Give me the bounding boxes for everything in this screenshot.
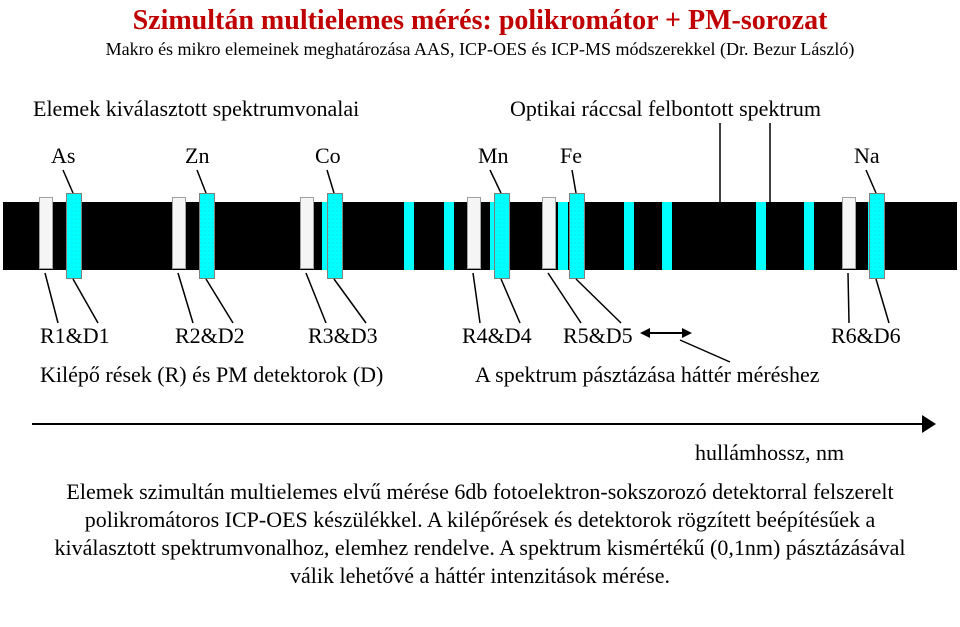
detector-assembly — [39, 193, 85, 279]
rd-label: R1&D1 — [40, 323, 110, 349]
slit-plate — [172, 197, 186, 269]
element-label: Zn — [185, 143, 209, 169]
slit-plate — [467, 197, 481, 269]
detector-assembly — [842, 193, 888, 279]
label-optical-grid: Optikai ráccsal felbontott spektrum — [510, 96, 821, 122]
detector-plate — [494, 193, 510, 279]
detector-assembly — [467, 193, 513, 279]
spectral-line — [624, 202, 634, 270]
bottom-paragraph-line: válik lehetővé a háttér intenzitások mér… — [0, 562, 960, 590]
element-label: As — [51, 143, 75, 169]
element-label: Fe — [560, 143, 582, 169]
rd-label: R3&D3 — [308, 323, 378, 349]
spectral-line — [404, 202, 414, 270]
slit-plate — [842, 197, 856, 269]
detector-plate — [569, 193, 585, 279]
detector-plate — [327, 193, 343, 279]
label-exit-slits: Kilépő rések (R) és PM detektorok (D) — [40, 362, 383, 388]
bottom-paragraph-line: Elemek szimultán multielemes elvű mérése… — [0, 478, 960, 506]
bottom-paragraph-line: polikromátoros ICP-OES készülékkel. A ki… — [0, 506, 960, 534]
wavelength-label: hullámhossz, nm — [695, 440, 844, 466]
element-label: Mn — [478, 143, 509, 169]
bottom-paragraph-line: kiválasztott spektrumvonalhoz, elemhez r… — [0, 534, 960, 562]
detector-assembly — [300, 193, 346, 279]
rd-label: R6&D6 — [831, 323, 901, 349]
spectrum-band — [3, 202, 957, 270]
slit-plate — [542, 197, 556, 269]
element-label: Co — [315, 143, 341, 169]
spectral-line — [444, 202, 454, 270]
slit-plate — [39, 197, 53, 269]
label-selected-lines: Elemek kiválasztott spektrumvonalai — [33, 96, 359, 122]
bottom-paragraph: Elemek szimultán multielemes elvű mérése… — [0, 478, 960, 591]
rd-label: R4&D4 — [462, 323, 532, 349]
detector-plate — [199, 193, 215, 279]
element-label: Na — [854, 143, 880, 169]
spectral-line — [662, 202, 672, 270]
rd-label: R2&D2 — [175, 323, 245, 349]
detector-plate — [869, 193, 885, 279]
wavelength-axis — [32, 423, 924, 425]
detector-assembly — [172, 193, 218, 279]
page-title: Szimultán multielemes mérés: polikromáto… — [0, 0, 960, 37]
detector-assembly — [542, 193, 588, 279]
spectral-line — [756, 202, 766, 270]
detector-plate — [66, 193, 82, 279]
slit-plate — [300, 197, 314, 269]
page-subtitle: Makro és mikro elemeinek meghatározása A… — [0, 39, 960, 60]
arrowhead-icon — [922, 415, 936, 433]
rd-label: R5&D5 — [563, 323, 633, 349]
spectral-line — [804, 202, 814, 270]
label-scanning: A spektrum pásztázása háttér méréshez — [475, 362, 820, 388]
